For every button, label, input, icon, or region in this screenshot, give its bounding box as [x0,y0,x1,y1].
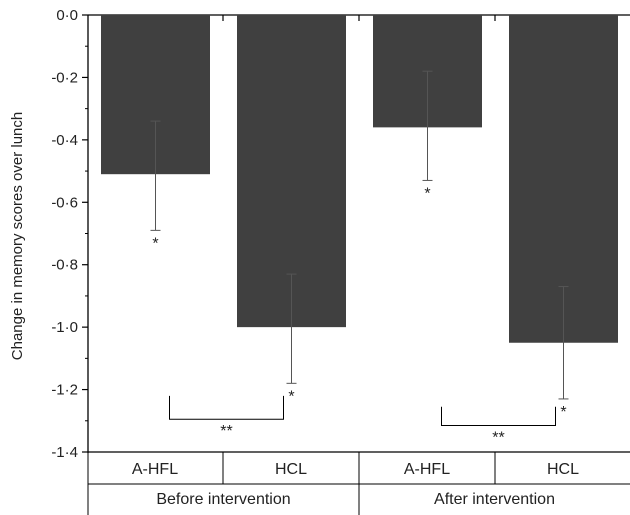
comparison-bracket [169,395,284,420]
bracket-marker: ** [220,423,232,440]
y-tick-label: -1·0 [51,319,78,336]
y-tick-label: -0·2 [51,69,78,86]
y-tick-label: -1·2 [51,382,78,399]
y-tick-label: -0·4 [51,132,78,149]
y-tick-label: -0·8 [51,257,78,274]
x-category-label: A-HFL [132,461,178,478]
category-table: A-HFL HCL Before intervention A-HFL HCL After… [87,451,630,515]
significance-marker: * [152,235,158,252]
significance-marker: * [424,185,430,202]
bracket-marker: ** [492,429,504,446]
plot-area: 0·0-0·2-0·4-0·6-0·8-1·0-1·2-1·4******** [51,7,630,461]
significance-marker: * [288,388,294,405]
y-tick-label: 0·0 [56,7,78,24]
x-category-label: A-HFL [404,461,450,478]
comparison-bracket [441,406,556,426]
y-axis-label: Change in memory scores over lunch [9,112,26,360]
x-group-label: After intervention [434,491,555,508]
significance-marker: * [560,404,566,421]
x-category-label: HCL [275,461,307,478]
x-category-label: HCL [547,461,579,478]
y-tick-label: -1·4 [51,444,78,461]
x-group-label: Before intervention [156,491,290,508]
y-tick-label: -0·6 [51,194,78,211]
